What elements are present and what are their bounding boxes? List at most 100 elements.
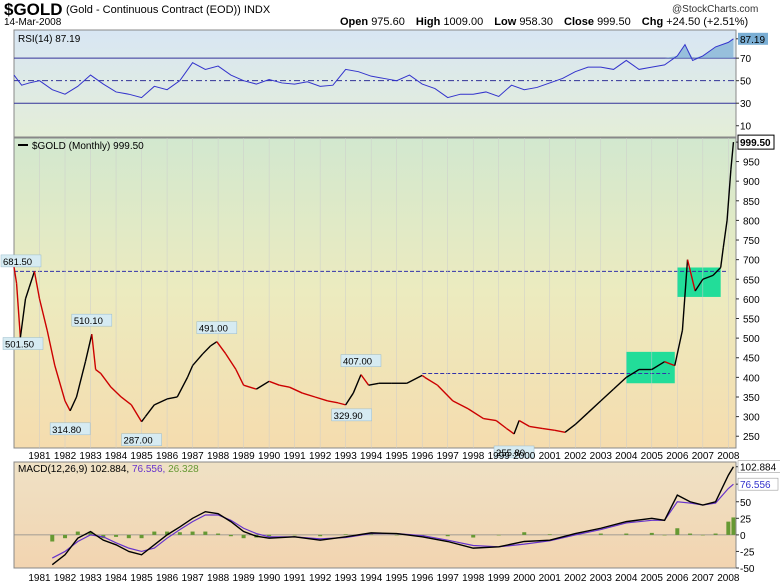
price-annotation-label: 314.80 bbox=[52, 425, 81, 436]
macd-histogram-bar bbox=[177, 532, 182, 535]
price-segment-up bbox=[352, 374, 362, 394]
macd-legend-part: MACD(12,26,9) bbox=[18, 464, 87, 475]
price-x-tick-label: 1983 bbox=[79, 451, 102, 462]
macd-histogram-bar bbox=[624, 533, 629, 535]
price-y-tick-label: 700 bbox=[743, 256, 760, 267]
price-segment-down bbox=[46, 330, 56, 366]
macd-histogram-bar bbox=[88, 531, 93, 535]
price-x-tick-label: 1990 bbox=[258, 451, 281, 462]
macd-histogram-bar bbox=[713, 533, 718, 535]
price-x-tick-label: 1986 bbox=[156, 451, 179, 462]
price-segment-down bbox=[452, 400, 469, 410]
macd-x-tick-label: 1992 bbox=[309, 573, 332, 584]
macd-x-tick-label: 1988 bbox=[207, 573, 230, 584]
macd-histogram-bar bbox=[731, 517, 736, 535]
price-segment-up bbox=[625, 368, 640, 378]
price-x-tick-label: 1991 bbox=[284, 451, 307, 462]
price-segment-up bbox=[186, 365, 194, 378]
price-segment-up bbox=[192, 353, 204, 367]
price-segment-down bbox=[279, 384, 290, 388]
price-annotation-box bbox=[493, 445, 535, 459]
macd-x-tick-label: 1994 bbox=[360, 573, 383, 584]
price-segment-down bbox=[225, 353, 237, 370]
price-segment-down bbox=[554, 429, 566, 433]
price-annotation-label: 255.80 bbox=[496, 448, 525, 459]
chg-value: +24.50 (+2.51%) bbox=[666, 16, 749, 28]
macd-y-tick-label: 25 bbox=[740, 514, 752, 525]
price-segment-up bbox=[202, 345, 211, 355]
macd-y-tick-label: 76.556 bbox=[740, 480, 771, 491]
price-segment-down bbox=[686, 259, 696, 292]
stockcharts-logo: @StockCharts.com bbox=[672, 4, 759, 15]
price-segment-up bbox=[722, 220, 728, 248]
price-segment-up bbox=[84, 334, 93, 362]
macd-histogram-bar bbox=[228, 534, 233, 537]
price-x-tick-label: 1999 bbox=[488, 451, 511, 462]
price-y-tick-label: 800 bbox=[743, 216, 760, 227]
price-segment-down bbox=[235, 369, 245, 386]
macd-x-tick-label: 1990 bbox=[258, 573, 281, 584]
price-x-tick-label: 2002 bbox=[564, 451, 587, 462]
price-y-tick-label: 350 bbox=[743, 393, 760, 404]
high-value: 1009.00 bbox=[443, 16, 484, 28]
price-x-tick-label: 2004 bbox=[615, 451, 638, 462]
macd-x-tick-label: 1993 bbox=[335, 573, 358, 584]
price-panel bbox=[13, 137, 737, 449]
price-segment-up bbox=[368, 382, 379, 386]
macd-last-value-box bbox=[737, 477, 779, 491]
price-segment-down bbox=[95, 368, 102, 374]
chart-date: 14-Mar-2008 bbox=[4, 17, 62, 28]
price-y-tick-label: 250 bbox=[743, 432, 760, 443]
macd-x-tick-label: 2000 bbox=[513, 573, 536, 584]
price-x-tick-label: 1993 bbox=[335, 451, 358, 462]
macd-x-tick-label: 1984 bbox=[105, 573, 128, 584]
price-segment-down bbox=[91, 334, 97, 370]
price-x-tick-label: 1984 bbox=[105, 451, 128, 462]
macd-histogram-bar bbox=[649, 532, 654, 535]
macd-x-tick-label: 2005 bbox=[641, 573, 664, 584]
price-x-tick-label: 1985 bbox=[130, 451, 153, 462]
macd-x-tick-label: 1983 bbox=[79, 573, 102, 584]
price-segment-down bbox=[424, 376, 438, 386]
price-segment-down bbox=[327, 400, 339, 404]
price-x-tick-label: 1994 bbox=[360, 451, 383, 462]
macd-histogram-bar bbox=[598, 533, 603, 535]
price-segment-up bbox=[144, 404, 155, 418]
macd-histogram-bar bbox=[216, 533, 221, 535]
rsi-panel bbox=[13, 29, 737, 138]
price-annotation-box bbox=[121, 433, 162, 446]
macd-x-tick-label: 1995 bbox=[386, 573, 409, 584]
price-segment-down bbox=[302, 392, 316, 398]
price-annotation-box bbox=[196, 321, 238, 334]
macd-histogram-bar bbox=[394, 534, 399, 536]
symbol-title: $GOLD bbox=[4, 0, 63, 19]
macd-x-tick-label: 1986 bbox=[156, 573, 179, 584]
price-y-tick-label: 750 bbox=[743, 236, 760, 247]
price-segment-down bbox=[216, 341, 227, 355]
price-segment-down bbox=[314, 396, 329, 402]
open-value: 975.60 bbox=[371, 16, 405, 28]
macd-histogram-bar bbox=[662, 534, 667, 536]
macd-legend: MACD(12,26,9) 102.884, 76.556, 26.328 bbox=[18, 464, 199, 475]
macd-legend-part: 102.884, bbox=[87, 464, 129, 475]
price-annotation-label: 510.10 bbox=[74, 316, 103, 327]
price-segment-down bbox=[360, 374, 370, 386]
macd-histogram-bar bbox=[445, 534, 450, 537]
macd-last-value-box bbox=[737, 460, 780, 473]
price-annotation-box bbox=[340, 354, 382, 367]
macd-histogram-bar bbox=[343, 534, 348, 535]
price-segment-up bbox=[681, 259, 689, 331]
macd-x-tick-label: 1991 bbox=[284, 573, 307, 584]
macd-histogram-bar bbox=[547, 534, 552, 535]
price-segment-up bbox=[600, 388, 615, 402]
macd-x-tick-label: 1985 bbox=[130, 573, 153, 584]
price-segment-down bbox=[467, 408, 484, 420]
price-x-tick-label: 1982 bbox=[54, 451, 77, 462]
price-segment-down bbox=[13, 266, 18, 284]
price-y-tick-label: 900 bbox=[743, 177, 760, 188]
price-segment-up bbox=[613, 376, 627, 390]
price-annotation-label: 329.90 bbox=[334, 411, 363, 422]
macd-legend-part: 76.556, bbox=[129, 464, 165, 475]
price-segment-up bbox=[587, 400, 602, 414]
price-segment-up bbox=[406, 374, 423, 384]
